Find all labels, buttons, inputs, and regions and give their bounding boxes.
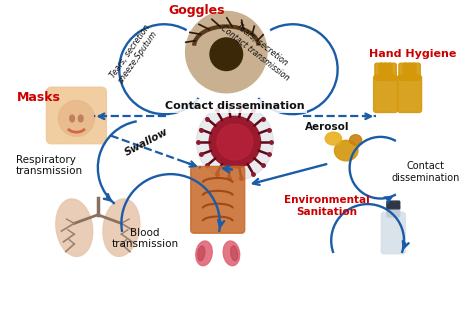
Circle shape — [210, 38, 243, 71]
FancyBboxPatch shape — [387, 201, 400, 209]
Ellipse shape — [223, 241, 240, 266]
FancyBboxPatch shape — [408, 63, 416, 80]
Ellipse shape — [196, 241, 212, 266]
Ellipse shape — [335, 140, 358, 161]
FancyBboxPatch shape — [46, 87, 106, 144]
Text: Goggles: Goggles — [168, 4, 225, 17]
Text: Environmental
Sanitation: Environmental Sanitation — [284, 195, 370, 217]
Ellipse shape — [198, 246, 205, 261]
Text: Tears, secretion
Contact transmission: Tears, secretion Contact transmission — [219, 15, 298, 82]
Ellipse shape — [350, 135, 362, 145]
FancyBboxPatch shape — [412, 63, 420, 80]
FancyBboxPatch shape — [383, 63, 392, 80]
Text: Swallow: Swallow — [124, 126, 171, 158]
Text: Masks: Masks — [17, 90, 61, 104]
Circle shape — [196, 104, 273, 181]
Ellipse shape — [56, 199, 93, 257]
Circle shape — [209, 116, 261, 168]
Ellipse shape — [78, 115, 83, 122]
FancyBboxPatch shape — [374, 75, 398, 112]
FancyBboxPatch shape — [191, 166, 245, 233]
FancyBboxPatch shape — [381, 212, 405, 254]
Text: Contact
dissemination: Contact dissemination — [391, 161, 460, 183]
Text: Blood
transmission: Blood transmission — [111, 228, 179, 249]
Circle shape — [186, 11, 267, 93]
Ellipse shape — [103, 199, 140, 257]
FancyBboxPatch shape — [399, 63, 408, 80]
FancyBboxPatch shape — [379, 63, 388, 80]
FancyBboxPatch shape — [388, 63, 396, 80]
FancyBboxPatch shape — [398, 75, 421, 112]
FancyBboxPatch shape — [403, 63, 412, 80]
Text: Tears, secretion
sneeze,Sputum: Tears, secretion sneeze,Sputum — [108, 23, 160, 85]
Text: Hand Hygiene: Hand Hygiene — [369, 49, 456, 59]
FancyBboxPatch shape — [387, 206, 400, 217]
Ellipse shape — [70, 115, 74, 122]
Text: Respiratory
transmission: Respiratory transmission — [16, 155, 83, 176]
Ellipse shape — [231, 246, 238, 261]
Text: Aerosol: Aerosol — [305, 122, 349, 132]
Ellipse shape — [325, 132, 341, 145]
Text: Contact dissemination: Contact dissemination — [165, 100, 305, 111]
FancyBboxPatch shape — [375, 63, 383, 80]
Circle shape — [217, 124, 253, 160]
Circle shape — [58, 100, 94, 137]
